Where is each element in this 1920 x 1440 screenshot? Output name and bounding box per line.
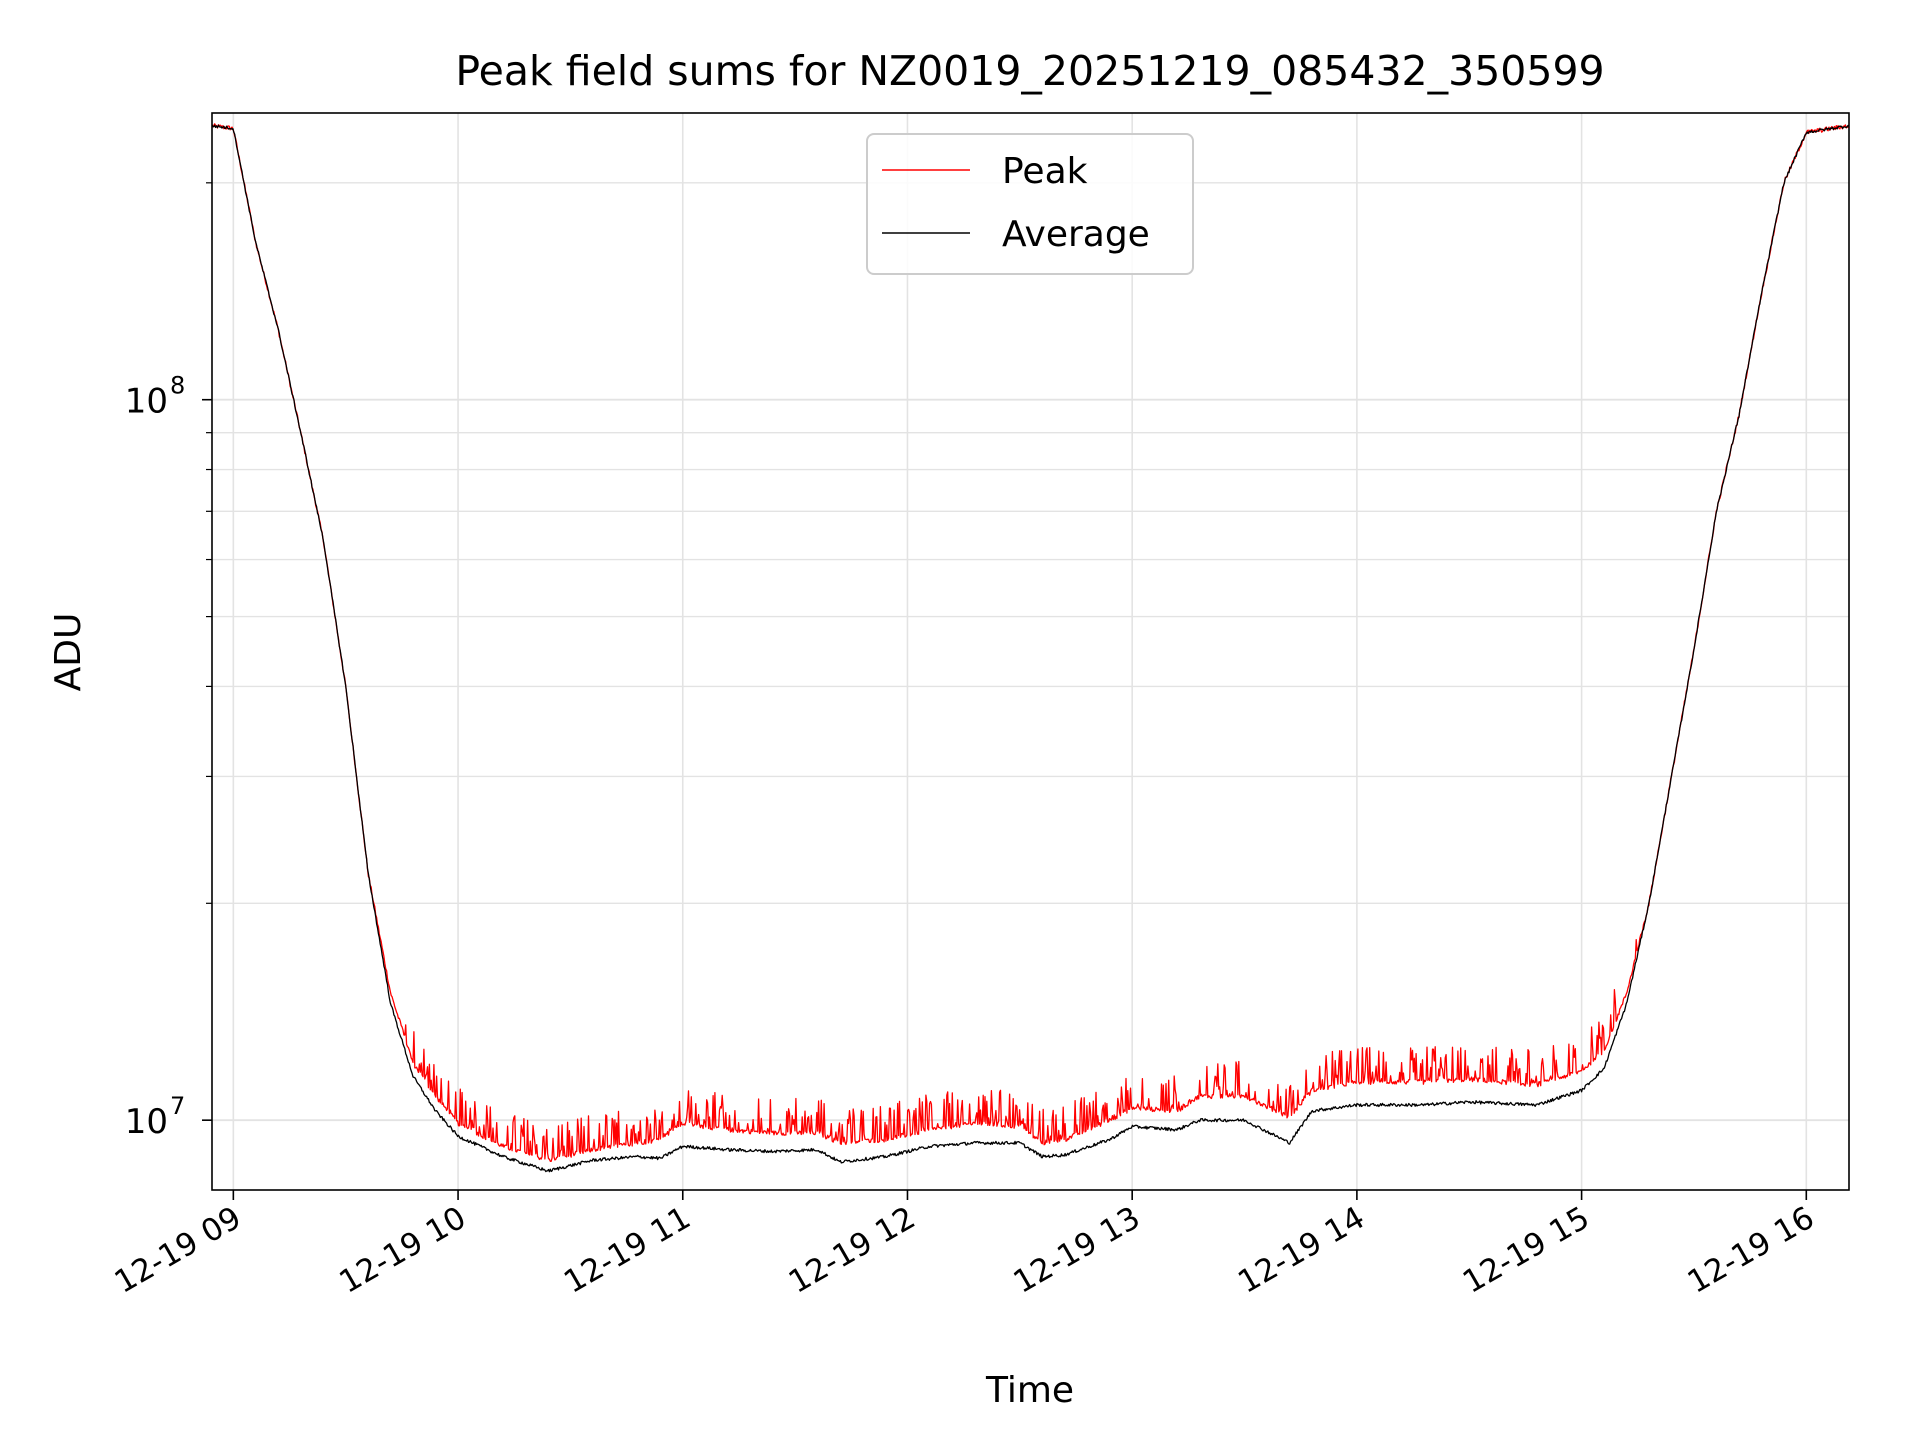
series-line-average (211, 124, 1850, 1173)
legend-box (866, 133, 1194, 275)
y-tick-label-exponent: 7 (170, 1092, 185, 1120)
series-lines (211, 123, 1850, 1173)
y-tick-label: 10 (125, 1102, 168, 1142)
legend: Peak Average (866, 133, 1194, 275)
legend-peak-label: Peak (1002, 151, 1088, 192)
y-tick-label-exponent: 8 (170, 372, 185, 400)
y-axis-label: ADU (48, 613, 89, 692)
x-axis-label: Time (985, 1370, 1074, 1411)
y-tick-label: 10 (125, 382, 168, 422)
plot-frame (211, 112, 1850, 1191)
legend-average-label: Average (1002, 214, 1150, 255)
chart-title: Peak field sums for NZ0019_20251219_0854… (455, 47, 1604, 95)
grid-lines (212, 113, 1849, 1190)
series-line-peak (211, 123, 1850, 1162)
